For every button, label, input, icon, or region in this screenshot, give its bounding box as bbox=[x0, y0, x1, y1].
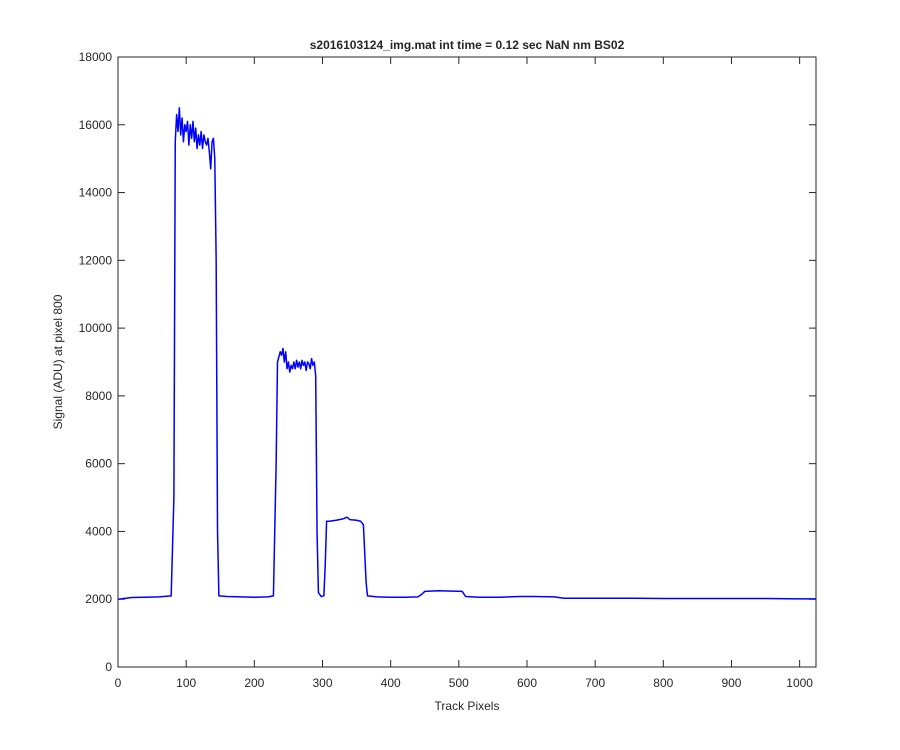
x-tick-label: 800 bbox=[653, 676, 673, 690]
y-tick-label: 2000 bbox=[85, 592, 112, 606]
y-tick-label: 12000 bbox=[79, 253, 113, 267]
y-tick-label: 14000 bbox=[79, 186, 113, 200]
x-tick-label: 0 bbox=[115, 676, 122, 690]
y-tick-label: 8000 bbox=[85, 389, 112, 403]
x-tick-label: 900 bbox=[721, 676, 741, 690]
y-tick-label: 18000 bbox=[79, 50, 113, 64]
y-tick-label: 10000 bbox=[79, 321, 113, 335]
plot-frame bbox=[117, 56, 817, 668]
x-tick-label: 100 bbox=[176, 676, 196, 690]
x-tick-label: 600 bbox=[517, 676, 537, 690]
x-tick-label: 700 bbox=[585, 676, 605, 690]
x-axis-label: Track Pixels bbox=[435, 699, 500, 713]
y-tick-label: 4000 bbox=[85, 524, 112, 538]
x-tick-label: 1000 bbox=[786, 676, 813, 690]
y-tick-label: 0 bbox=[105, 660, 112, 674]
x-tick-label: 500 bbox=[449, 676, 469, 690]
y-tick-label: 16000 bbox=[79, 118, 113, 132]
x-tick-label: 400 bbox=[381, 676, 401, 690]
data-line bbox=[117, 107, 816, 600]
x-tick-label: 200 bbox=[244, 676, 264, 690]
x-tick-label: 300 bbox=[312, 676, 332, 690]
y-axis-label: Signal (ADU) at pixel 800 bbox=[51, 294, 65, 429]
y-tick-label: 6000 bbox=[85, 457, 112, 471]
chart-title: s2016103124_img.mat int time = 0.12 sec … bbox=[310, 38, 625, 52]
